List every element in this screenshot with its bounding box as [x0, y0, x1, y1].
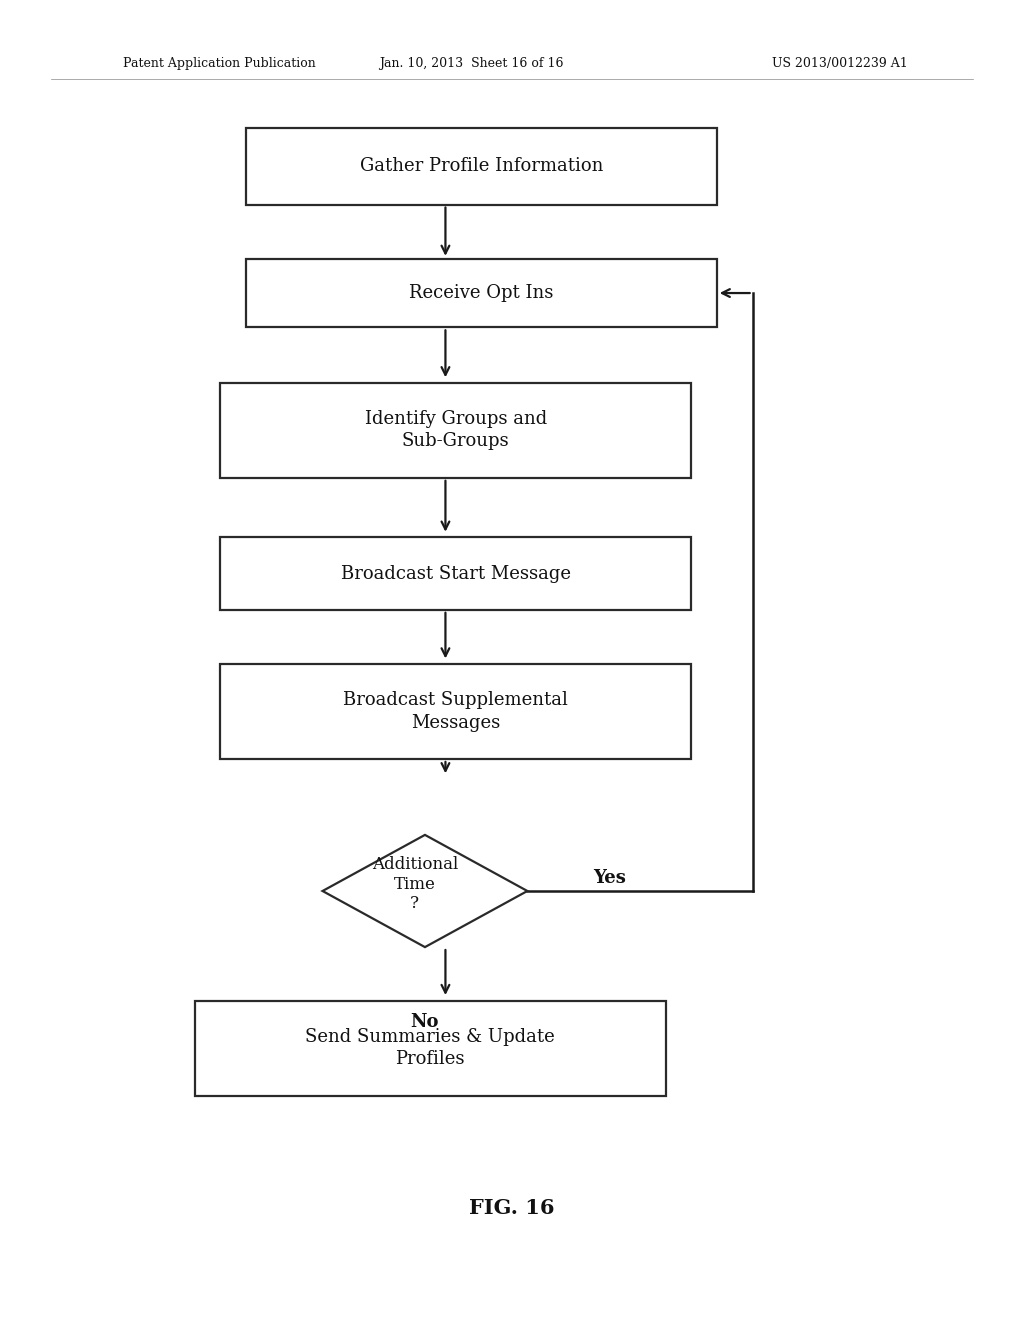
- Polygon shape: [323, 836, 527, 948]
- Text: Additional
Time
?: Additional Time ?: [372, 857, 458, 912]
- Text: Jan. 10, 2013  Sheet 16 of 16: Jan. 10, 2013 Sheet 16 of 16: [379, 57, 563, 70]
- Text: Identify Groups and
Sub-Groups: Identify Groups and Sub-Groups: [365, 411, 547, 450]
- Text: Broadcast Supplemental
Messages: Broadcast Supplemental Messages: [343, 692, 568, 731]
- Text: No: No: [411, 1012, 439, 1031]
- Text: Receive Opt Ins: Receive Opt Ins: [410, 284, 553, 302]
- FancyBboxPatch shape: [246, 128, 717, 205]
- Text: Send Summaries & Update
Profiles: Send Summaries & Update Profiles: [305, 1028, 555, 1068]
- Text: Gather Profile Information: Gather Profile Information: [359, 157, 603, 176]
- FancyBboxPatch shape: [220, 664, 691, 759]
- FancyBboxPatch shape: [220, 383, 691, 478]
- FancyBboxPatch shape: [246, 259, 717, 327]
- Text: Yes: Yes: [593, 869, 626, 887]
- Text: FIG. 16: FIG. 16: [469, 1197, 555, 1218]
- FancyBboxPatch shape: [220, 537, 691, 610]
- FancyBboxPatch shape: [195, 1001, 666, 1096]
- Text: US 2013/0012239 A1: US 2013/0012239 A1: [772, 57, 907, 70]
- Text: Broadcast Start Message: Broadcast Start Message: [341, 565, 570, 582]
- Text: Patent Application Publication: Patent Application Publication: [123, 57, 315, 70]
